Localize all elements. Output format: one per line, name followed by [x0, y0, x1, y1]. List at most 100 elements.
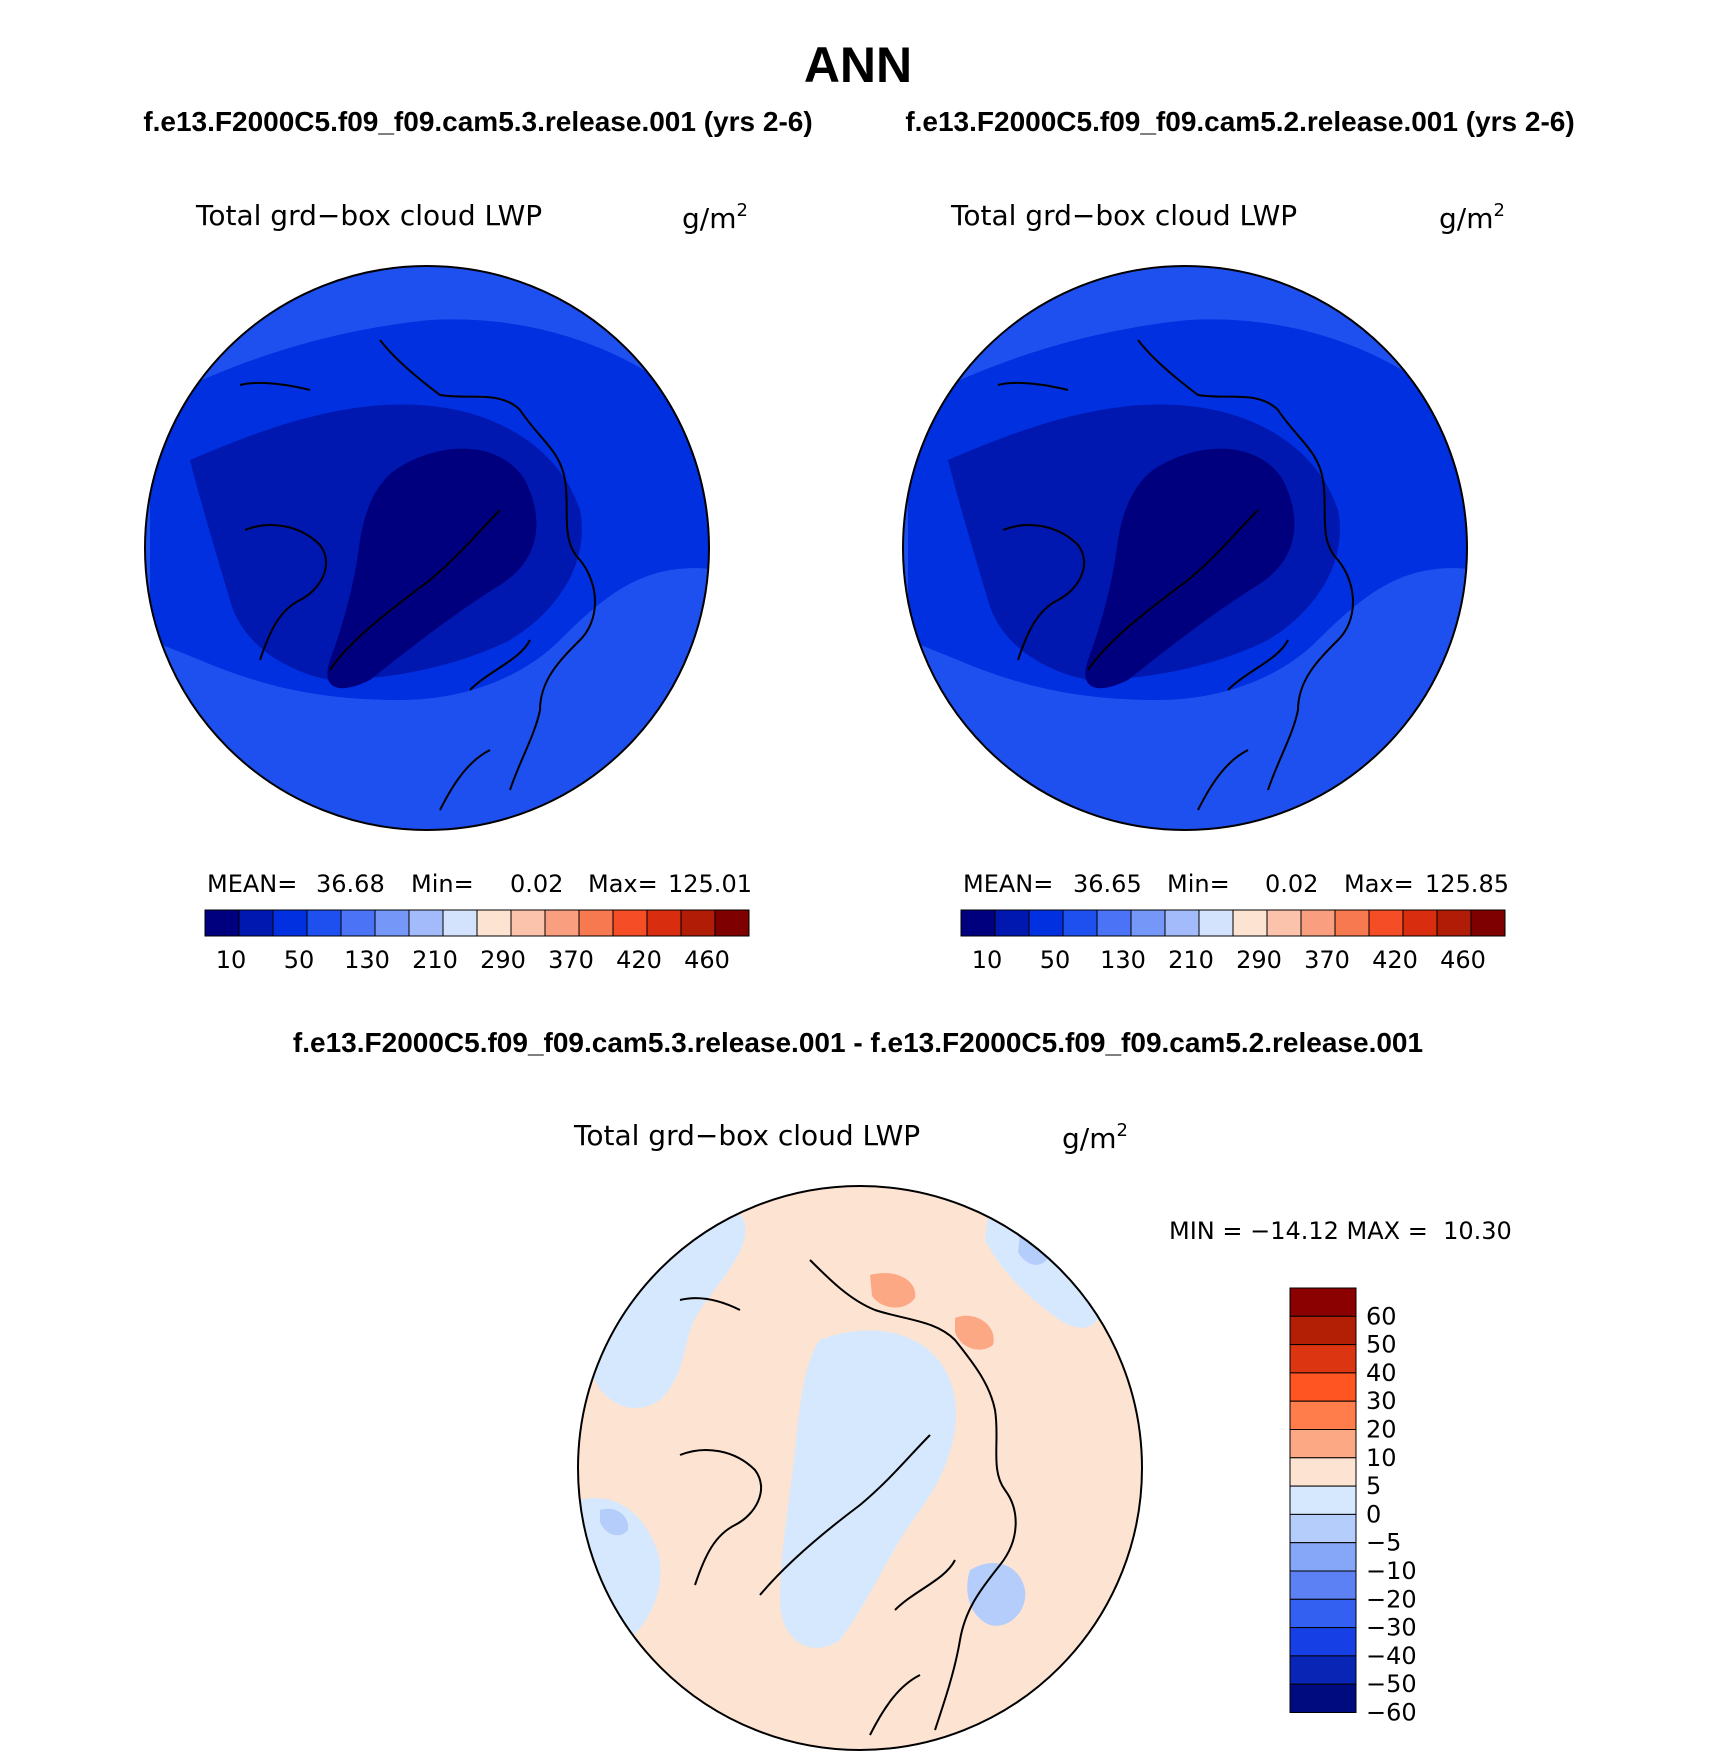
colorbar-tick-label: 40 — [1366, 1359, 1397, 1387]
colorbar-tick-label: −30 — [1366, 1614, 1417, 1642]
colorbar-tick-label: 420 — [1372, 946, 1418, 974]
panel2-units: g/m2 — [1439, 200, 1505, 235]
colorbar-tick-label: 370 — [1304, 946, 1350, 974]
panel1-min-label: Min= — [411, 870, 474, 898]
colorbar-swatch — [1289, 1315, 1357, 1346]
panel2-colorbar: 10 50 130 210 290 370 420 460 — [960, 909, 1506, 974]
panel2-max-label: Max= — [1344, 870, 1414, 898]
colorbar-tick-label: −10 — [1366, 1557, 1417, 1585]
colorbar-swatch — [612, 909, 648, 937]
panel3-field-neg5-w — [600, 1508, 629, 1536]
panel2-variable-label: Total grd−box cloud LWP — [950, 199, 1297, 232]
colorbar-swatch — [1289, 1429, 1357, 1459]
colorbar-swatch — [1289, 1683, 1357, 1713]
colorbar-swatch — [374, 909, 410, 937]
colorbar-swatch — [340, 909, 376, 937]
colorbar-swatch — [1436, 909, 1472, 937]
panel3-field-neg10 — [967, 1562, 1026, 1626]
colorbar-tick-label: 210 — [412, 946, 458, 974]
colorbar-swatch — [1266, 909, 1302, 937]
colorbar-swatch — [1334, 909, 1370, 937]
colorbar-tick-label: −60 — [1366, 1699, 1417, 1727]
colorbar-swatch — [960, 909, 996, 937]
colorbar-swatch — [1289, 1287, 1357, 1317]
colorbar-swatch — [442, 909, 478, 937]
panel1-mean-value: 36.68 — [316, 870, 385, 898]
colorbar-swatch — [1289, 1542, 1357, 1572]
colorbar-tick-label: 130 — [1100, 946, 1146, 974]
panel2-stats: MEAN= 36.65 Min= 0.02 Max= 125.85 — [963, 870, 1509, 898]
colorbar-swatch — [1289, 1655, 1357, 1685]
colorbar-tick-label: 290 — [1236, 946, 1282, 974]
panel2-min-value: 0.02 — [1265, 870, 1318, 898]
colorbar-tick-label: 5 — [1366, 1472, 1381, 1500]
colorbar-swatch — [1289, 1372, 1357, 1402]
colorbar-swatch — [646, 909, 682, 937]
colorbar-tick-label: 10 — [1366, 1444, 1397, 1472]
colorbar-tick-label: 460 — [1440, 946, 1486, 974]
panel1-field-10 — [327, 448, 537, 689]
panel-difference: Total grd−box cloud LWP g/m2 MIN = −14.1… — [573, 1119, 1512, 1751]
panel2-max-value: 125.85 — [1425, 870, 1509, 898]
colorbar-tick-label: 50 — [284, 946, 315, 974]
colorbar-tick-label: 210 — [1168, 946, 1214, 974]
panel2-map-border — [902, 265, 1468, 831]
panel1-stats: MEAN= 36.68 Min= 0.02 Max= 125.01 — [207, 870, 752, 898]
colorbar-swatch — [714, 909, 750, 937]
panel1-min-value: 0.02 — [510, 870, 563, 898]
colorbar-swatch — [272, 909, 308, 937]
subtitle-left: f.e13.F2000C5.f09_f09.cam5.3.release.001… — [143, 106, 812, 137]
panel-model-cam5-3: Total grd−box cloud LWP g/m2 MEAN= 36.68… — [144, 199, 752, 974]
colorbar-tick-label: −50 — [1366, 1670, 1417, 1698]
colorbar-tick-label: 370 — [548, 946, 594, 974]
colorbar-swatch — [1130, 909, 1166, 937]
panel1-map-border — [144, 265, 710, 831]
colorbar-tick-label: 20 — [1366, 1416, 1397, 1444]
panel2-mean-value: 36.65 — [1073, 870, 1142, 898]
colorbar-swatch — [1289, 1513, 1357, 1544]
panel2-min-label: Min= — [1167, 870, 1230, 898]
colorbar-tick-label: 0 — [1366, 1500, 1381, 1528]
subtitle-right: f.e13.F2000C5.f09_f09.cam5.2.release.001… — [905, 106, 1574, 137]
panel3-variable-label: Total grd−box cloud LWP — [573, 1119, 920, 1152]
panel3-min-max-text: MIN = −14.12 MAX = 10.30 — [1169, 1217, 1512, 1245]
colorbar-swatch — [1289, 1570, 1357, 1600]
colorbar-swatch — [544, 909, 580, 937]
colorbar-swatch — [1368, 909, 1404, 937]
colorbar-tick-label: 50 — [1040, 946, 1071, 974]
panel1-units: g/m2 — [682, 200, 748, 235]
colorbar-swatch — [1028, 909, 1064, 937]
colorbar-tick-label: 460 — [684, 946, 730, 974]
colorbar-swatch — [994, 909, 1030, 937]
panel3-field-pos10-ne — [955, 1315, 994, 1350]
colorbar-tick-label: −40 — [1366, 1642, 1417, 1670]
panel2-mean-label: MEAN= — [963, 870, 1053, 898]
colorbar-swatch — [1289, 1400, 1357, 1430]
colorbar-swatch — [1164, 909, 1200, 937]
colorbar-swatch — [1300, 909, 1336, 937]
colorbar-tick-label: 420 — [616, 946, 662, 974]
panel3-field-neg0-arctic — [780, 1330, 956, 1648]
colorbar-tick-label: 130 — [344, 946, 390, 974]
colorbar-swatch — [578, 909, 614, 937]
panel1-coastlines — [239, 339, 596, 811]
figure-title: ANN — [804, 37, 912, 93]
colorbar-swatch — [1289, 1598, 1357, 1629]
panel1-mean-label: MEAN= — [207, 870, 297, 898]
colorbar-swatch — [204, 909, 240, 937]
panel1-map — [145, 266, 709, 830]
colorbar-swatch — [238, 909, 274, 937]
colorbar-swatch — [1402, 909, 1438, 937]
colorbar-tick-label: 10 — [972, 946, 1003, 974]
colorbar-tick-label: 10 — [216, 946, 247, 974]
panel3-map — [578, 1186, 1142, 1750]
panel2-coastlines — [997, 339, 1354, 811]
colorbar-swatch — [306, 909, 342, 937]
colorbar-swatch — [1470, 909, 1506, 937]
colorbar-swatch — [408, 909, 444, 937]
colorbar-swatch — [1096, 909, 1132, 937]
colorbar-tick-label: −5 — [1366, 1529, 1401, 1557]
panel1-colorbar: 10 50 130 210 290 370 420 460 — [204, 909, 750, 974]
